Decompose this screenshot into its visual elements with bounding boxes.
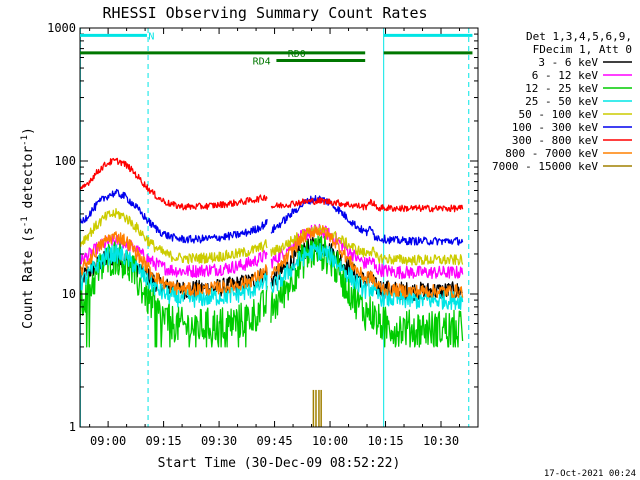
series-line-4-seg1 [270,225,464,266]
y-label-sup1: -1 [20,216,30,227]
series-line-5-seg0 [80,188,268,244]
x-tick-label-3: 09:45 [256,434,292,448]
chart-title: RHESSI Observing Summary Count Rates [102,4,427,22]
x-tick-label-0: 09:00 [90,434,126,448]
legend-label-0: 3 - 6 keV [538,56,598,69]
state-label-N: N [148,31,154,42]
series-line-2-seg0 [80,241,268,348]
series-line-7-seg1 [270,225,464,299]
series-line-7-seg0 [80,231,268,297]
y-label-sup2: -1 [20,135,30,146]
legend-label-5: 100 - 300 keV [512,121,598,134]
series-line-5-seg1 [270,195,464,246]
series-line-3-seg0 [80,244,268,308]
series-line-6-seg1 [270,197,464,213]
y-tick-label-0: 1 [69,420,76,434]
x-tick-label-1: 09:15 [146,434,182,448]
legend-label-4: 50 - 100 keV [519,108,599,121]
y-tick-label-2: 100 [54,154,76,168]
y-tick-label-3: 1000 [47,21,76,35]
series-5 [80,188,464,246]
x-tick-label-4: 10:00 [312,434,348,448]
legend-header-1: FDecim 1, Att 0 [533,43,632,56]
legend-header-0: Det 1,3,4,5,6,9, [526,30,632,43]
y-label-end: ) [21,127,36,135]
legend-label-3: 25 - 50 keV [525,95,598,108]
series-line-2-seg1 [270,235,464,348]
state-label-RD0: RD0 [288,49,306,60]
y-axis-label: Count Rate (s-1 detector-1) [20,127,36,329]
series-8 [312,389,322,427]
x-axis-label: Start Time (30-Dec-09 08:52:22) [158,456,401,471]
series-6 [80,157,464,213]
x-tick-label-2: 09:30 [201,434,237,448]
legend-label-2: 12 - 25 keV [525,82,598,95]
timestamp: 17-Oct-2021 00:24 [544,469,636,479]
legend: Det 1,3,4,5,6,9,FDecim 1, Att 03 - 6 keV… [492,30,632,173]
series-7 [80,225,464,299]
y-label-mid: detector [21,146,36,217]
y-label-main: Count Rate (s [21,227,36,329]
legend-label-8: 7000 - 15000 keV [492,160,598,173]
series-line-6-seg0 [80,157,268,211]
series-2 [80,235,464,348]
state-label-RD4: RD4 [253,56,271,67]
legend-label-6: 300 - 800 keV [512,134,598,147]
x-tick-label-6: 10:30 [423,434,459,448]
y-tick-label-1: 10 [62,287,76,301]
legend-label-1: 6 - 12 keV [532,69,599,82]
series-4 [80,208,464,266]
plot-frame [79,27,479,428]
x-tick-label-5: 10:15 [367,434,403,448]
series-line-4-seg0 [80,208,268,265]
legend-label-7: 800 - 7000 keV [505,147,598,160]
